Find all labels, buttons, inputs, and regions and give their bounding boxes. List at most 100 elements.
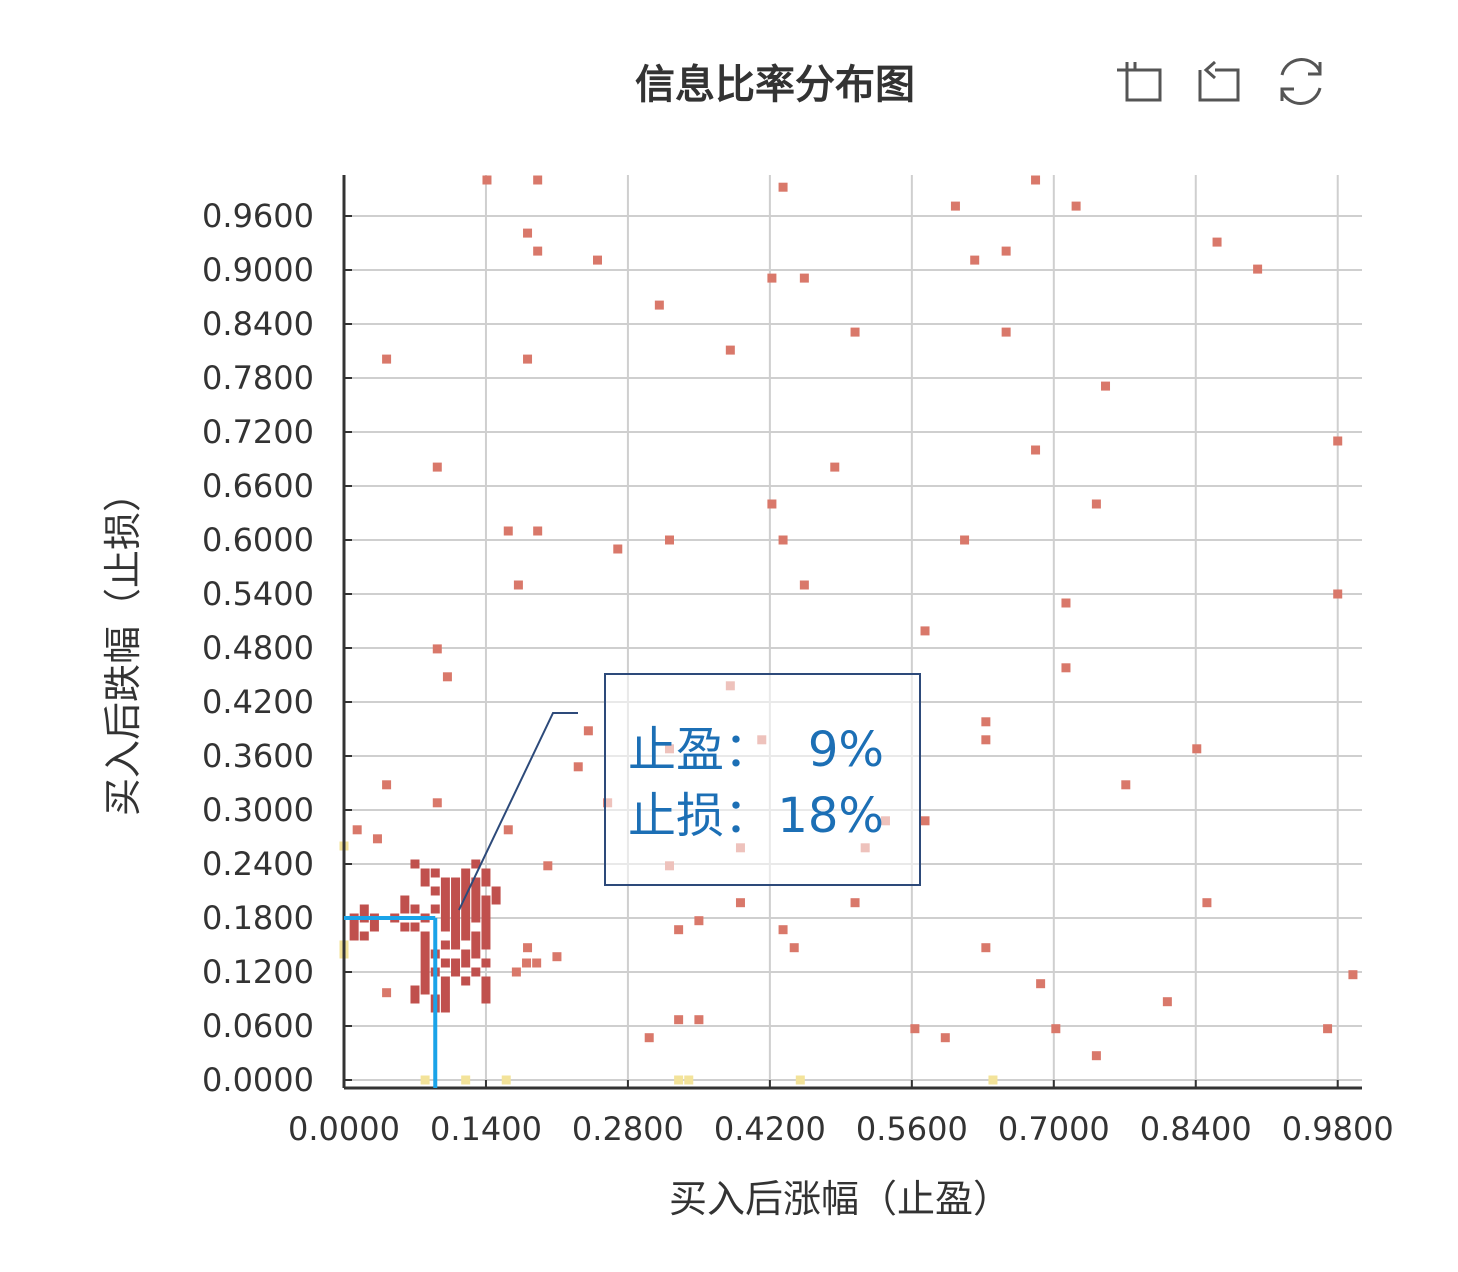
point	[410, 985, 420, 995]
point	[533, 526, 543, 536]
point	[1031, 175, 1041, 185]
point	[461, 976, 471, 986]
annotation-leader	[458, 712, 578, 911]
x-tick-label: 0.9800	[1282, 1110, 1394, 1148]
point	[420, 940, 430, 950]
y-tick-label: 0.6000	[202, 521, 314, 559]
point	[420, 976, 430, 986]
point	[778, 925, 788, 935]
point	[451, 958, 461, 968]
point	[481, 985, 491, 995]
point	[440, 877, 450, 887]
point	[613, 544, 623, 554]
point	[593, 255, 602, 265]
point	[382, 780, 392, 790]
annotation: 止盈： 9% 止损： 18%	[628, 722, 884, 844]
point	[461, 958, 471, 968]
point	[430, 904, 440, 914]
point	[451, 931, 461, 941]
point	[420, 1075, 430, 1085]
point	[410, 922, 420, 932]
point	[471, 913, 481, 923]
point	[432, 798, 442, 808]
point	[795, 1075, 805, 1085]
y-tick-label: 0.0000	[202, 1061, 314, 1099]
point	[778, 182, 788, 192]
chart-title: 信息比率分布图	[635, 62, 915, 108]
point	[432, 644, 442, 654]
point	[410, 994, 420, 1004]
point	[440, 913, 450, 923]
point	[352, 825, 362, 835]
point	[920, 626, 930, 636]
toolbar	[1117, 58, 1322, 105]
point	[349, 931, 359, 941]
point	[471, 967, 481, 977]
y-tick-label: 0.7800	[202, 359, 314, 397]
point	[491, 886, 501, 896]
x-tick-label: 0.8400	[1140, 1110, 1252, 1148]
point	[410, 859, 420, 869]
point	[471, 877, 481, 887]
point	[1192, 744, 1202, 754]
y-tick-label: 0.1200	[202, 953, 314, 991]
point	[533, 175, 543, 185]
point	[799, 580, 809, 590]
point	[1051, 1024, 1061, 1034]
point	[543, 861, 553, 871]
point	[471, 931, 481, 941]
point	[1036, 979, 1046, 989]
point	[684, 1075, 694, 1085]
point	[694, 916, 704, 926]
x-tick-label: 0.7000	[998, 1110, 1110, 1148]
y-tick-label: 0.1800	[202, 899, 314, 937]
point	[451, 886, 461, 896]
point	[523, 228, 533, 238]
point	[461, 904, 471, 914]
point	[420, 958, 430, 968]
point	[440, 958, 450, 968]
x-axis-title: 买入后涨幅（止盈）	[669, 1177, 1011, 1221]
y-tick-label: 0.9600	[202, 197, 314, 235]
point	[349, 922, 359, 932]
point	[471, 886, 481, 896]
point	[1212, 237, 1222, 247]
point	[532, 958, 542, 968]
point	[1101, 381, 1111, 391]
point	[1348, 970, 1358, 980]
point	[369, 922, 379, 932]
restore-button[interactable]	[1280, 58, 1322, 105]
point	[481, 877, 491, 887]
point	[1031, 445, 1041, 455]
point	[461, 868, 471, 878]
y-tick-label: 0.7200	[202, 413, 314, 451]
point	[511, 967, 521, 977]
annotation-value: 18%	[777, 788, 884, 844]
point	[767, 499, 777, 509]
point	[420, 877, 430, 887]
point	[359, 904, 369, 914]
restore-icon	[1280, 58, 1322, 105]
point	[481, 931, 491, 941]
point	[644, 1033, 654, 1043]
y-tick-label: 0.3600	[202, 737, 314, 775]
point	[481, 976, 491, 986]
point	[481, 895, 491, 905]
point	[440, 940, 450, 950]
y-axis-title: 买入后跌幅（止损）	[101, 474, 145, 816]
point	[481, 958, 491, 968]
point	[1323, 1024, 1333, 1034]
point	[400, 904, 410, 914]
point	[471, 949, 481, 959]
point	[440, 886, 450, 896]
point	[981, 717, 991, 727]
y-tick-label: 0.3000	[202, 791, 314, 829]
zoom-reset-button[interactable]	[1198, 60, 1240, 102]
y-tick-label: 0.0600	[202, 1007, 314, 1045]
point	[481, 868, 491, 878]
point	[451, 904, 461, 914]
point	[440, 1003, 450, 1013]
point	[481, 940, 491, 950]
zoom-button[interactable]	[1117, 62, 1162, 102]
annotation-label: 止损：	[628, 788, 772, 844]
